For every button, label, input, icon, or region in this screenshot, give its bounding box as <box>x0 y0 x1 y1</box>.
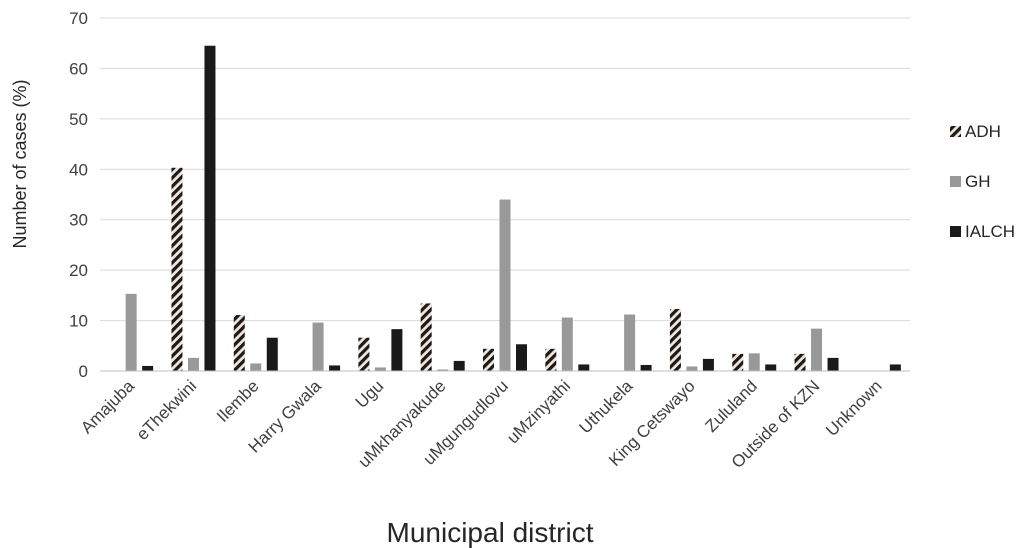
y-tick-label: 50 <box>69 110 88 129</box>
y-axis-title: Number of cases (%) <box>10 79 30 248</box>
bar-gh <box>374 367 386 371</box>
bar-gh <box>624 314 636 371</box>
y-tick-label: 40 <box>69 160 88 179</box>
bar-gh <box>312 322 324 371</box>
bar-ialch <box>329 365 341 371</box>
bar-ialch <box>453 360 465 371</box>
bar-adh <box>669 308 681 371</box>
bar-ialch <box>889 364 901 371</box>
bar-adh <box>420 303 432 371</box>
legend-swatch-gh <box>950 176 961 187</box>
bar-ialch <box>142 365 154 371</box>
y-tick-label: 20 <box>69 261 88 280</box>
bar-gh <box>561 317 573 371</box>
x-tick-label: Ilembe <box>213 376 263 426</box>
legend-label-adh: ADH <box>965 122 1001 141</box>
bar-ialch <box>640 364 652 371</box>
bar-adh <box>358 337 370 371</box>
bar-gh <box>250 363 262 371</box>
bar-ialch <box>827 357 839 371</box>
legend-label-ialch: IALCH <box>965 222 1015 241</box>
x-axis-title: Municipal district <box>387 517 594 548</box>
y-tick-label: 30 <box>69 211 88 230</box>
x-tick-label: Amajuba <box>77 376 138 437</box>
bar-ialch <box>578 364 590 371</box>
y-tick-label: 70 <box>69 9 88 28</box>
legend: ADH GH IALCH <box>950 122 1015 241</box>
y-tick-label: 0 <box>79 362 88 381</box>
legend-label-gh: GH <box>965 172 991 191</box>
x-tick-label: Uthukela <box>576 376 637 437</box>
bar-gh <box>187 357 199 371</box>
legend-swatch-ialch <box>950 226 961 237</box>
bar-ialch <box>204 45 216 371</box>
bar-gh <box>811 328 823 371</box>
bar-adh <box>545 348 557 371</box>
bar-adh <box>171 167 183 371</box>
x-tick-label: Unknown <box>822 376 886 440</box>
y-axis-ticks: 0 10 20 30 40 50 60 70 <box>69 9 88 381</box>
legend-swatch-adh <box>950 126 961 137</box>
bar-gh <box>748 353 760 371</box>
x-tick-label: uMzinyathi <box>503 376 574 447</box>
bar-adh <box>732 353 744 371</box>
bar-adh <box>794 353 806 371</box>
bar-gh <box>125 293 137 371</box>
y-tick-label: 60 <box>69 59 88 78</box>
bar-gh <box>499 199 511 371</box>
bar-ialch <box>702 358 714 371</box>
bar-adh <box>233 315 245 371</box>
bar-ialch <box>266 337 278 371</box>
x-tick-label: eThekwini <box>133 376 201 444</box>
bar-ialch <box>391 329 403 371</box>
y-tick-label: 10 <box>69 312 88 331</box>
x-tick-label: Zululand <box>702 376 762 436</box>
bar-ialch <box>765 364 777 371</box>
bar-ialch <box>516 344 527 371</box>
bar-gh <box>437 369 449 371</box>
bar-adh <box>483 348 494 371</box>
bars <box>125 45 901 371</box>
bar-gh <box>686 366 698 371</box>
x-tick-label: Ugu <box>352 376 387 411</box>
